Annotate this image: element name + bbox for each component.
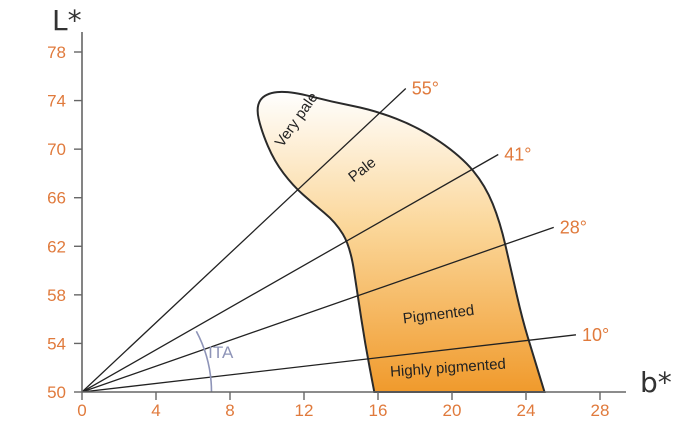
ita-ray-10 xyxy=(81,334,577,393)
x-tick-label: 4 xyxy=(151,401,160,420)
x-tick-label: 20 xyxy=(443,401,462,420)
y-tick-label: 54 xyxy=(47,334,66,353)
y-tick-label: 62 xyxy=(47,237,66,256)
y-tick-label: 66 xyxy=(47,189,66,208)
ray-label-41: 41° xyxy=(504,144,531,164)
x-axis-title: b* xyxy=(640,366,672,399)
y-tick-label: 74 xyxy=(47,92,66,111)
y-tick-label: 70 xyxy=(47,140,66,159)
y-axis-title: L* xyxy=(52,4,82,37)
x-tick-label: 24 xyxy=(517,401,536,420)
x-tick-label: 12 xyxy=(295,401,314,420)
ray-label-55: 55° xyxy=(412,79,439,99)
ita-annotation: ITA xyxy=(208,343,234,362)
y-tick-label: 78 xyxy=(47,43,66,62)
ita-angle-arc xyxy=(195,330,213,393)
y-tick-label: 50 xyxy=(47,383,66,402)
ita-ray-55 xyxy=(81,88,407,393)
ray-label-10: 10° xyxy=(582,325,609,345)
y-tick-label: 58 xyxy=(47,286,66,305)
x-tick-label: 28 xyxy=(591,401,610,420)
ita-ray-41 xyxy=(81,153,499,393)
ita-ray-28 xyxy=(81,226,554,393)
x-tick-label: 0 xyxy=(77,401,86,420)
x-tick-label: 16 xyxy=(369,401,388,420)
skin-region xyxy=(256,90,546,393)
x-tick-label: 8 xyxy=(225,401,234,420)
ray-label-28: 28° xyxy=(560,217,587,237)
